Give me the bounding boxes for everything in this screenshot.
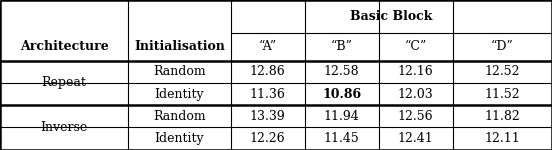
- Text: “A”: “A”: [259, 40, 277, 53]
- Text: 11.94: 11.94: [324, 110, 359, 123]
- Text: 11.82: 11.82: [485, 110, 520, 123]
- Text: Identity: Identity: [155, 88, 204, 100]
- Text: “B”: “B”: [331, 40, 353, 53]
- Text: 13.39: 13.39: [250, 110, 285, 123]
- Text: Repeat: Repeat: [41, 76, 87, 89]
- Text: 12.11: 12.11: [485, 132, 520, 145]
- Text: 11.36: 11.36: [250, 88, 285, 100]
- Text: Architecture: Architecture: [20, 40, 108, 53]
- Text: Identity: Identity: [155, 132, 204, 145]
- Text: 12.56: 12.56: [398, 110, 433, 123]
- Text: 12.16: 12.16: [398, 65, 433, 78]
- Text: Initialisation: Initialisation: [134, 40, 225, 53]
- Text: 12.58: 12.58: [324, 65, 359, 78]
- Text: 12.41: 12.41: [398, 132, 433, 145]
- Text: “D”: “D”: [491, 40, 514, 53]
- Text: “C”: “C”: [405, 40, 427, 53]
- Text: 11.52: 11.52: [485, 88, 520, 100]
- Text: Basic Block: Basic Block: [350, 10, 433, 23]
- Text: 12.03: 12.03: [398, 88, 433, 100]
- Text: 12.26: 12.26: [250, 132, 285, 145]
- Text: 12.52: 12.52: [485, 65, 520, 78]
- Text: 10.86: 10.86: [322, 88, 361, 100]
- Text: Inverse: Inverse: [40, 121, 88, 134]
- Text: 11.45: 11.45: [324, 132, 359, 145]
- Text: Random: Random: [153, 110, 206, 123]
- Text: Random: Random: [153, 65, 206, 78]
- Text: 12.86: 12.86: [250, 65, 285, 78]
